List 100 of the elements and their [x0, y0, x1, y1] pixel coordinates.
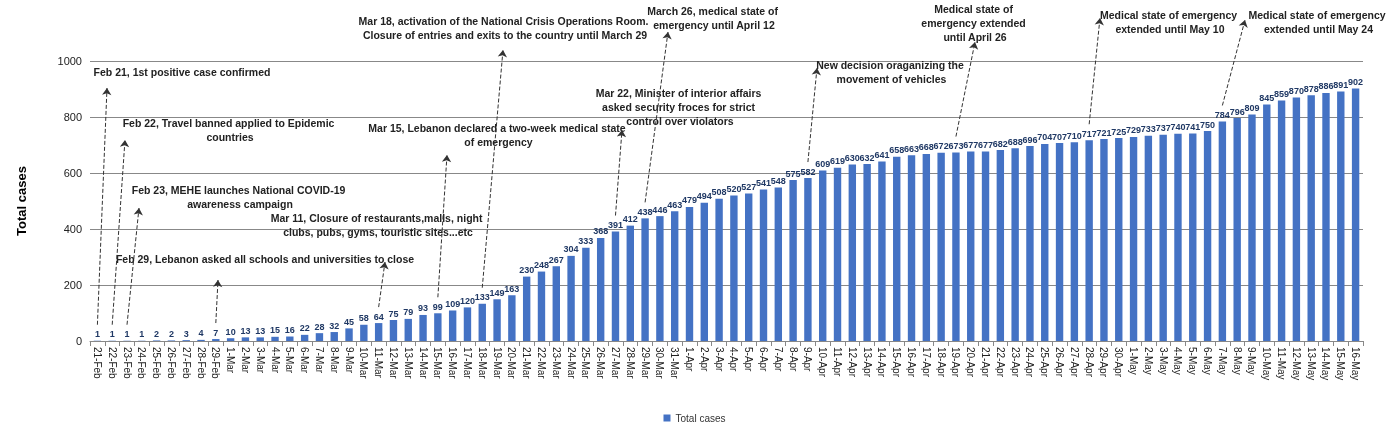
- x-tick-label: 11-Mar: [373, 347, 385, 379]
- annotation: Feb 23, MEHE launches National COVID-19 awareness campaign: [131, 184, 349, 210]
- x-tick-label: 8-May: [1231, 347, 1243, 375]
- data-label: 845: [1259, 92, 1275, 103]
- bar: [819, 170, 827, 341]
- x-tick-label: 8-Apr: [787, 347, 799, 373]
- x-tick-label: 28-Apr: [1083, 347, 1095, 378]
- x-tick-label: 14-Apr: [876, 347, 888, 378]
- bar: [789, 180, 797, 341]
- data-label: 4: [198, 328, 204, 339]
- x-tick-label: 4-May: [1172, 347, 1184, 375]
- data-label: 717: [1081, 128, 1097, 139]
- data-label: 870: [1288, 85, 1304, 96]
- y-tick-label: 0: [75, 335, 82, 347]
- x-tick-label: 25-Feb: [151, 347, 163, 380]
- data-label: 1: [124, 329, 130, 340]
- bar: [745, 193, 753, 341]
- annotation: New decision oraganizing the movement of vehicles: [816, 59, 964, 85]
- data-label: 120: [459, 295, 475, 306]
- data-label: 368: [593, 226, 609, 237]
- bar: [922, 153, 931, 341]
- bar: [374, 323, 383, 341]
- bar: [981, 151, 990, 341]
- x-tick-label: 2-Apr: [698, 347, 710, 373]
- data-label: 527: [741, 181, 757, 192]
- x-tick-label: 14-May: [1320, 347, 1332, 381]
- bar: [478, 303, 486, 341]
- x-tick-label: 29-Feb: [210, 347, 222, 380]
- data-label: 632: [859, 152, 875, 163]
- x-tick-label: 6-Apr: [758, 347, 770, 373]
- bar: [996, 150, 1005, 341]
- x-tick-label: 11-Apr: [832, 347, 844, 377]
- text: Medical state of emergency extended until April 26: [921, 3, 1029, 43]
- bar: [1115, 138, 1123, 341]
- bar: [641, 218, 649, 341]
- x-tick-label: 27-Feb: [180, 347, 192, 380]
- x-tick-label: 21-Mar: [521, 347, 533, 380]
- data-label: 79: [403, 307, 414, 318]
- data-label: 230: [519, 265, 535, 276]
- bar: [330, 332, 338, 341]
- data-label: 784: [1214, 109, 1230, 120]
- bar: [833, 167, 842, 341]
- bar: [670, 211, 679, 341]
- bar: [1070, 142, 1079, 341]
- x-tick-label: 29-Mar: [639, 347, 651, 380]
- bar: [1248, 114, 1256, 341]
- x-tick-label: 22-Apr: [994, 347, 1006, 378]
- bar: [1203, 131, 1212, 341]
- data-label: 479: [681, 195, 698, 206]
- bar: [1337, 91, 1345, 341]
- data-label: 494: [696, 191, 712, 202]
- x-tick-label: 8-Mar: [328, 347, 340, 374]
- bar: [937, 152, 945, 341]
- bar: [241, 337, 250, 341]
- x-tick-label: 11-May: [1276, 347, 1288, 380]
- bar: [434, 313, 442, 341]
- data-label: 446: [652, 204, 668, 215]
- data-label: 729: [1126, 125, 1142, 136]
- data-label: 13: [240, 325, 251, 336]
- data-label: 1: [94, 329, 100, 340]
- data-label: 641: [874, 150, 890, 161]
- y-tick-label: 1000: [57, 55, 82, 67]
- data-label: 7: [213, 327, 219, 338]
- data-label: 725: [1111, 126, 1127, 137]
- data-label: 672: [933, 141, 949, 152]
- x-tick-label: 19-Apr: [950, 347, 962, 378]
- bar: [522, 276, 531, 341]
- bar: [804, 178, 812, 341]
- x-tick-label: 30-Mar: [654, 347, 666, 380]
- x-tick-label: 16-May: [1350, 347, 1362, 381]
- text: Medical state of emergency extended until May 24: [1248, 9, 1386, 35]
- x-tick-label: 17-Apr: [920, 347, 932, 378]
- data-label: 28: [314, 321, 325, 332]
- y-tick-label: 600: [63, 167, 82, 179]
- bar: [567, 255, 575, 341]
- x-tick-label: 16-Apr: [906, 347, 918, 378]
- bar: [1129, 136, 1138, 341]
- bar: [700, 202, 708, 341]
- x-tick-label: 23-Mar: [550, 347, 562, 380]
- data-label: 733: [1140, 124, 1156, 135]
- bar: [1159, 134, 1167, 341]
- x-tick-label: 6-Mar: [299, 347, 311, 374]
- x-tick-label: 1-May: [1128, 347, 1140, 375]
- data-label: 682: [992, 138, 1008, 149]
- bar: [226, 338, 235, 341]
- data-label: 878: [1303, 83, 1319, 94]
- data-label: 710: [1066, 130, 1082, 141]
- data-label: 1: [139, 329, 145, 340]
- bar: [1011, 148, 1019, 341]
- x-tick-label: 22-Feb: [106, 347, 118, 380]
- data-label: 740: [1170, 122, 1186, 133]
- bar: [582, 247, 590, 341]
- data-label: 809: [1244, 102, 1260, 113]
- x-tick-label: 28-Feb: [195, 347, 207, 380]
- x-tick-label: 24-Feb: [136, 347, 148, 380]
- annotation: Feb 21, 1st positive case confirmed: [93, 66, 271, 78]
- x-tick-label: 31-Mar: [669, 347, 681, 380]
- x-tick-label: 25-Apr: [1039, 347, 1051, 378]
- x-tick-label: 13-Apr: [861, 347, 873, 378]
- bar: [463, 307, 472, 341]
